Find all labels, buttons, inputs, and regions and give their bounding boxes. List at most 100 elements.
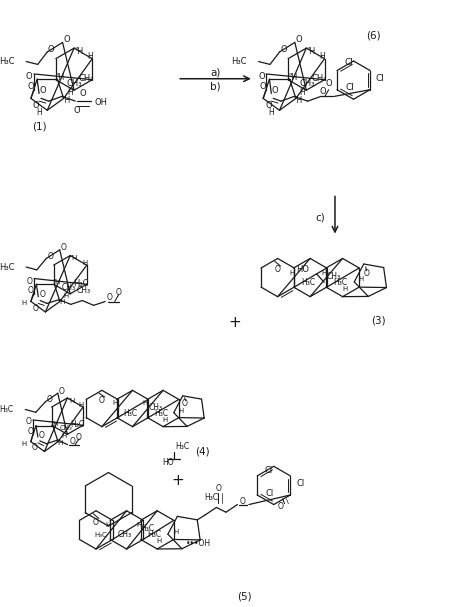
- Text: CH₃: CH₃: [77, 287, 91, 296]
- Text: Cl: Cl: [376, 73, 385, 83]
- Text: H: H: [36, 107, 42, 117]
- Text: H: H: [300, 87, 305, 97]
- Text: O: O: [61, 243, 66, 253]
- Text: O: O: [73, 106, 80, 115]
- Text: CH₃: CH₃: [79, 74, 94, 83]
- Text: CH₃: CH₃: [60, 426, 72, 432]
- Text: H: H: [268, 107, 274, 117]
- Text: H: H: [156, 538, 162, 544]
- Text: O: O: [364, 269, 370, 278]
- Text: O: O: [27, 82, 34, 91]
- Text: H: H: [22, 300, 27, 307]
- Text: H: H: [64, 293, 69, 299]
- Text: H: H: [321, 270, 327, 276]
- Text: O: O: [76, 433, 82, 441]
- Text: H: H: [178, 408, 183, 414]
- Text: Cl: Cl: [266, 489, 274, 498]
- Text: H₃C: H₃C: [147, 530, 162, 539]
- Text: H₃C: H₃C: [154, 409, 168, 418]
- Text: H₃C: H₃C: [175, 443, 189, 451]
- Text: Cl: Cl: [345, 83, 354, 92]
- Text: O: O: [325, 80, 332, 89]
- Text: H₃C: H₃C: [0, 57, 15, 66]
- Text: CH₃: CH₃: [148, 404, 162, 412]
- Text: "H: "H: [307, 47, 316, 55]
- Text: O: O: [93, 518, 99, 527]
- Text: CH₃: CH₃: [62, 283, 76, 292]
- Text: H: H: [320, 52, 326, 61]
- Text: O: O: [182, 399, 188, 408]
- Text: H: H: [62, 433, 67, 439]
- Text: H₃C: H₃C: [231, 57, 247, 66]
- Text: (6): (6): [366, 31, 381, 41]
- Text: "H: "H: [61, 96, 70, 105]
- Text: O: O: [80, 89, 86, 98]
- Text: O: O: [116, 288, 121, 297]
- Text: O: O: [275, 265, 281, 274]
- Text: O: O: [319, 87, 326, 96]
- Text: O: O: [46, 395, 52, 404]
- Text: O: O: [40, 86, 46, 95]
- Text: (1): (1): [32, 121, 47, 132]
- Text: H₃C: H₃C: [124, 409, 137, 418]
- Text: O: O: [265, 101, 272, 110]
- Text: H: H: [143, 400, 148, 406]
- Text: H₃C: H₃C: [333, 278, 347, 287]
- Text: H: H: [173, 529, 178, 535]
- Text: H: H: [67, 87, 73, 97]
- Text: "H: "H: [56, 439, 64, 446]
- Text: O: O: [280, 45, 287, 53]
- Text: Cl: Cl: [296, 479, 304, 488]
- Text: H₃C: H₃C: [205, 493, 219, 503]
- Text: (4): (4): [195, 447, 210, 456]
- Text: H: H: [358, 276, 364, 282]
- Text: H₃C: H₃C: [0, 263, 15, 271]
- Text: O: O: [59, 387, 64, 396]
- Text: O: O: [39, 430, 45, 439]
- Text: "H: "H: [70, 256, 78, 262]
- Text: H: H: [289, 270, 294, 276]
- Text: CH₃: CH₃: [327, 271, 341, 280]
- Text: "H: "H: [288, 73, 297, 82]
- Text: H: H: [163, 417, 168, 423]
- Text: "H: "H: [55, 73, 65, 82]
- Text: H: H: [342, 286, 347, 292]
- Text: H: H: [82, 260, 88, 266]
- Text: a): a): [210, 67, 221, 77]
- Text: O: O: [63, 35, 70, 44]
- Text: c): c): [316, 212, 326, 222]
- Text: OH: OH: [94, 98, 108, 107]
- Text: H: H: [136, 522, 141, 528]
- Text: "H: "H: [74, 47, 83, 55]
- Text: CH₃: CH₃: [67, 80, 82, 89]
- Text: H₃C: H₃C: [0, 405, 14, 414]
- Text: O: O: [33, 304, 38, 313]
- Text: H₃C: H₃C: [94, 532, 107, 538]
- Text: O: O: [33, 101, 39, 110]
- Text: "H: "H: [67, 398, 75, 404]
- Text: O: O: [99, 396, 105, 405]
- Text: H₃C: H₃C: [140, 524, 155, 533]
- Text: CH₃: CH₃: [118, 530, 132, 539]
- Text: O: O: [69, 437, 75, 446]
- Text: "H: "H: [293, 96, 302, 105]
- Text: CH₃: CH₃: [311, 74, 327, 83]
- Text: O: O: [26, 72, 32, 81]
- Text: HO: HO: [162, 458, 173, 467]
- Text: O: O: [26, 277, 32, 286]
- Text: (5): (5): [237, 592, 252, 602]
- Text: H: H: [112, 400, 118, 406]
- Text: O: O: [107, 293, 113, 302]
- Text: HO: HO: [296, 265, 309, 274]
- Text: O: O: [25, 418, 31, 426]
- Text: "H: "H: [52, 279, 61, 285]
- Text: Cl: Cl: [345, 58, 354, 67]
- Text: O: O: [278, 502, 283, 511]
- Text: O: O: [39, 290, 45, 299]
- Text: H₃C: H₃C: [301, 278, 315, 287]
- Text: O: O: [28, 287, 34, 296]
- Text: (3): (3): [371, 316, 385, 325]
- Text: H: H: [88, 52, 93, 61]
- Text: Cl: Cl: [265, 466, 273, 475]
- Text: •••OH: •••OH: [186, 538, 211, 548]
